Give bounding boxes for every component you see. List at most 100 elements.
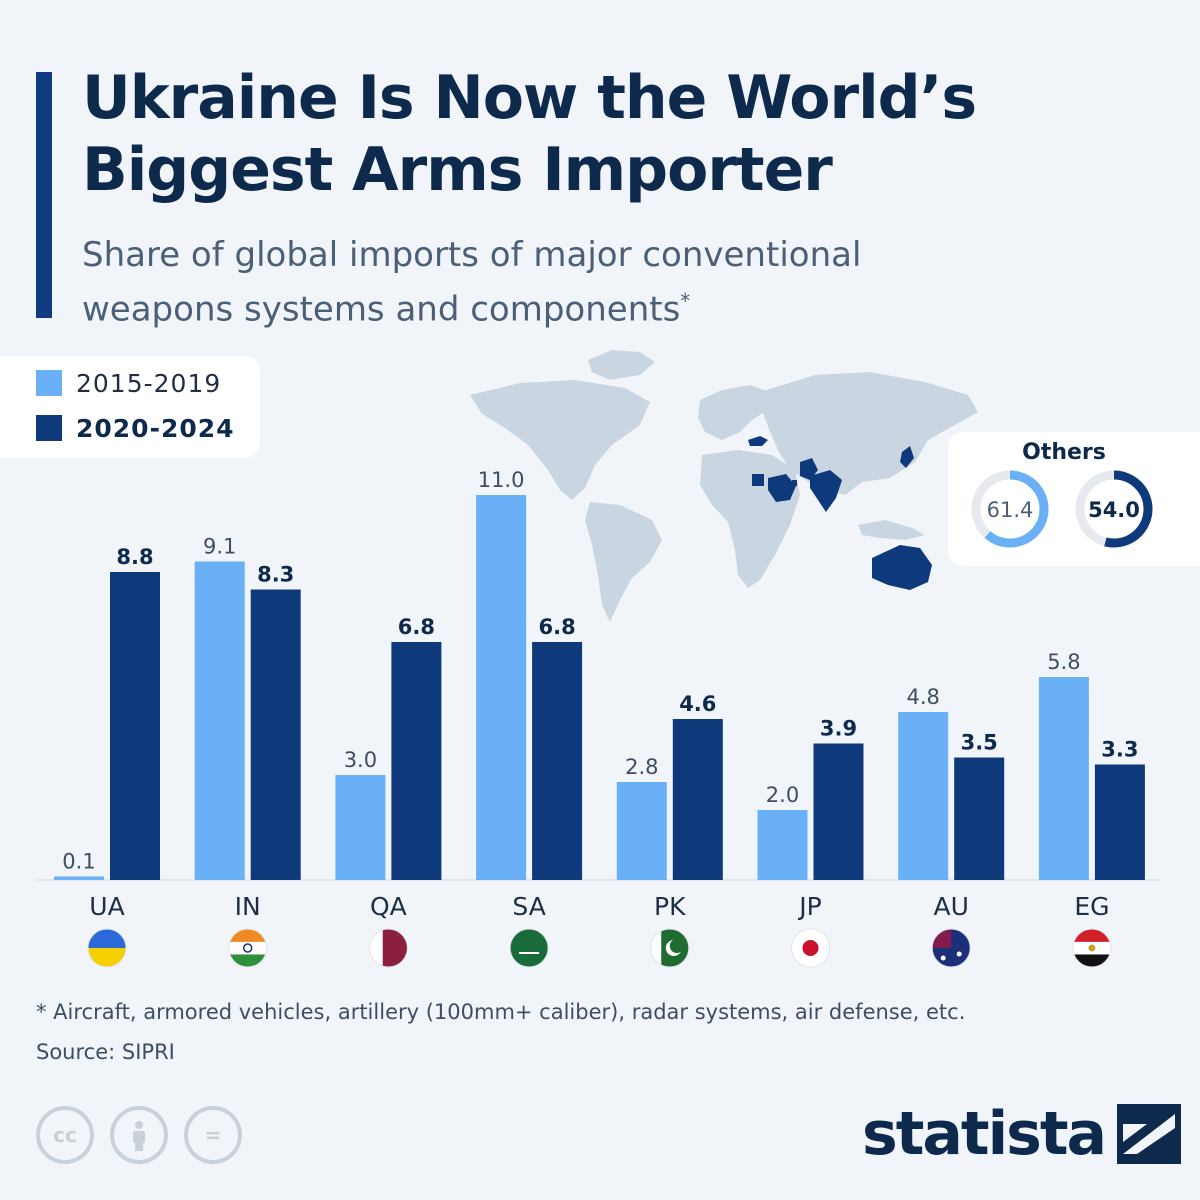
legend-item-2020-2024: 2020-2024	[36, 413, 235, 443]
data-label-in-2015-2019: 9.1	[203, 535, 236, 559]
legend-label-2015-2019: 2015-2019	[76, 368, 222, 398]
bar-eg-2020-2024	[1094, 764, 1145, 880]
page-subtitle: Share of global imports of major convent…	[82, 232, 982, 332]
bar-ua-2015-2019	[54, 876, 104, 880]
legend-item-2015-2019: 2015-2019	[36, 368, 221, 398]
flag-stripe	[369, 929, 383, 967]
flag-chakra	[242, 943, 253, 953]
map-india	[810, 470, 842, 512]
flag-outline	[87, 928, 127, 968]
flag-sword	[519, 952, 540, 954]
no-derivatives-icon[interactable]: =	[184, 1106, 242, 1164]
x-tick-label-eg: EG	[1074, 892, 1109, 921]
attribution-icon[interactable]	[110, 1106, 168, 1164]
statista-mark-icon	[1117, 1104, 1182, 1164]
map-indonesia	[858, 520, 925, 540]
bar-pk-2020-2024	[672, 719, 723, 880]
x-tick-label-jp: JP	[797, 892, 821, 921]
bars-layer: 0.1 8.8 UA 9.1 8.3 IN 3.0 6.8 QA 11.0 6.8 SA 2.8 4.6 P…	[36, 468, 1160, 968]
flag-eg-icon	[1072, 929, 1111, 967]
map-pakistan	[800, 458, 818, 480]
flag-stripe	[650, 929, 662, 967]
x-tick-label-sa: SA	[512, 892, 545, 921]
flag-outline	[228, 928, 268, 968]
map-australia	[872, 545, 932, 590]
bar-eg-2015-2019	[1038, 677, 1089, 880]
flag-star	[940, 955, 946, 961]
map-europe	[698, 385, 770, 440]
flag-outline	[650, 928, 690, 968]
flag-outline	[509, 928, 549, 968]
data-label-qa-2015-2019: 3.0	[344, 748, 377, 772]
flag-stripe	[510, 929, 549, 967]
flag-stripe	[228, 941, 267, 955]
flag-stripe	[228, 954, 267, 967]
map-japan	[900, 446, 914, 468]
flag-stripe	[228, 929, 267, 942]
bar-ua-2020-2024	[110, 572, 160, 880]
flag-au-icon	[932, 929, 971, 967]
map-ukraine	[748, 436, 768, 446]
brand-name: statista	[862, 1099, 1107, 1169]
bar-sa-2020-2024	[532, 642, 583, 880]
data-label-in-2020-2024: 8.3	[257, 563, 294, 587]
bar-qa-2015-2019	[335, 775, 386, 880]
data-label-au-2015-2019: 4.8	[906, 685, 939, 709]
x-tick-label-pk: PK	[654, 892, 686, 921]
data-label-jp-2015-2019: 2.0	[766, 783, 799, 807]
flag-outline	[791, 928, 830, 968]
map-greenland	[588, 350, 655, 380]
cc-icon[interactable]: cc	[36, 1106, 94, 1164]
donut-arc-2015-2019	[971, 470, 1049, 548]
legend-swatch-2020-2024	[36, 415, 62, 441]
map-qatar	[792, 480, 797, 486]
license-icons: cc =	[36, 1106, 242, 1164]
flag-outline	[368, 928, 408, 968]
bar-qa-2020-2024	[391, 642, 442, 880]
data-label-jp-2020-2024: 3.9	[820, 717, 857, 741]
title-accent-bar	[36, 72, 52, 318]
flag-ua-icon	[88, 929, 126, 967]
flag-stripe	[88, 929, 126, 948]
legend-swatch-2015-2019	[36, 370, 62, 396]
source: Source: SIPRI	[36, 1040, 175, 1064]
others-panel: Others 61.4 54.0	[948, 432, 1200, 566]
data-label-pk-2020-2024: 4.6	[679, 692, 716, 716]
x-tick-label-in: IN	[235, 892, 261, 921]
map-south-america	[585, 502, 662, 622]
bar-jp-2020-2024	[813, 743, 864, 880]
x-tick-label-au: AU	[933, 892, 968, 921]
bar-chart: 0.1 8.8 UA 9.1 8.3 IN 3.0 6.8 QA 11.0 6.8 SA 2.8 4.6 P…	[36, 350, 1160, 968]
x-tick-label-qa: QA	[370, 892, 407, 921]
flag-pk-icon	[650, 929, 689, 967]
flag-eagle	[1088, 944, 1096, 952]
others-donuts: 61.4 54.0	[971, 470, 1153, 548]
data-label-pk-2015-2019: 2.8	[625, 755, 658, 779]
map-saudi-arabia	[768, 474, 796, 502]
data-label-ua-2015-2019: 0.1	[62, 850, 95, 874]
map-north-america	[470, 380, 650, 500]
bar-sa-2015-2019	[476, 495, 527, 880]
bar-au-2015-2019	[898, 712, 949, 880]
flag-qa-icon	[369, 929, 408, 967]
flag-stripe	[1072, 929, 1111, 942]
flag-disc	[802, 940, 819, 956]
others-donut-2020-2024: 54.0	[1075, 470, 1153, 548]
data-label-sa-2020-2024: 6.8	[538, 615, 575, 639]
donut-label-2020-2024: 54.0	[1088, 498, 1140, 522]
flag-sa-icon	[510, 929, 549, 967]
statista-logo[interactable]: statista	[862, 1098, 1182, 1170]
flag-outline	[1072, 928, 1112, 968]
x-tick-label-ua: UA	[89, 892, 124, 921]
legend-label-2020-2024: 2020-2024	[76, 413, 235, 443]
flag-star	[956, 951, 962, 957]
bar-pk-2015-2019	[616, 782, 667, 880]
footnote: * Aircraft, armored vehicles, artillery …	[36, 1000, 966, 1024]
donut-arc-2020-2024	[1075, 470, 1153, 548]
flag-stripe	[1072, 954, 1111, 967]
person-icon	[133, 1121, 145, 1151]
subtitle-footnote-marker: *	[680, 289, 691, 313]
data-label-sa-2015-2019: 11.0	[478, 468, 525, 492]
data-label-eg-2015-2019: 5.8	[1047, 650, 1080, 674]
flag-stripe	[88, 948, 126, 967]
